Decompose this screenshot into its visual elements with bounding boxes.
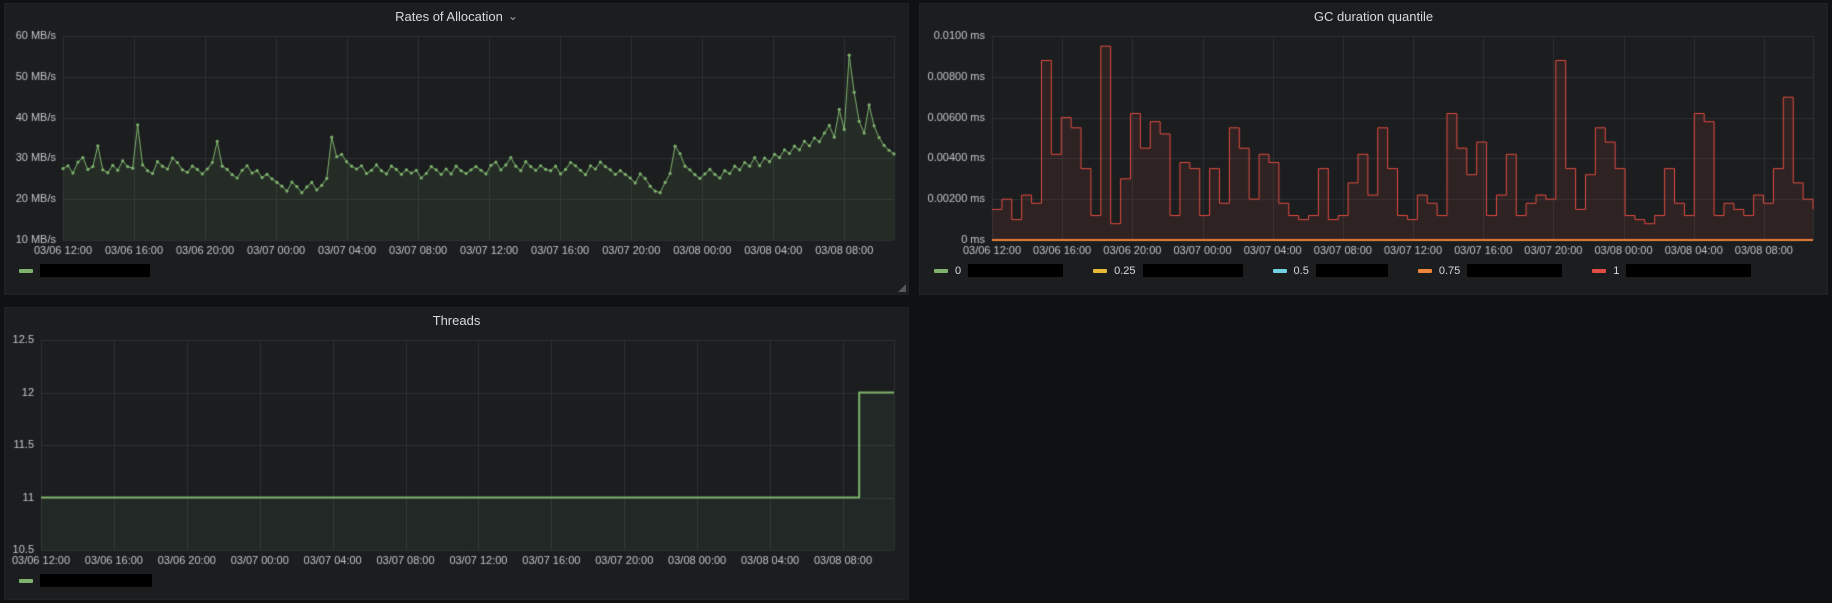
redacted-series-label (40, 574, 152, 587)
legend-item-quantile-0[interactable]: 0 (934, 264, 1064, 277)
allocation-rate-chart[interactable] (5, 28, 908, 260)
panel-menu-caret-icon[interactable]: ⌄ (507, 9, 518, 23)
gc-duration-chart[interactable] (920, 28, 1827, 260)
panel-rates-of-allocation: Rates of Allocation ⌄ (4, 3, 909, 295)
panel-threads: Threads (4, 307, 909, 600)
legend-item-quantile-025[interactable]: 0.25 (1093, 264, 1243, 277)
series-color-swatch (19, 578, 33, 583)
series-color-swatch (19, 268, 33, 273)
legend-label: 0.5 (1293, 264, 1309, 277)
legend-label: 0.25 (1114, 264, 1136, 277)
threads-legend (5, 570, 908, 587)
legend-item[interactable] (19, 574, 152, 587)
series-color-swatch (1592, 268, 1607, 273)
legend-item[interactable] (19, 264, 150, 277)
legend-item-quantile-075[interactable]: 0.75 (1417, 264, 1563, 277)
panel-resize-handle[interactable] (898, 284, 906, 292)
panel-gc-duration-quantile: GC duration quantile 0 0.25 0.5 0.75 (919, 3, 1828, 295)
allocation-legend (5, 260, 908, 277)
gc-legend: 0 0.25 0.5 0.75 1 (920, 260, 1827, 277)
legend-label: 0 (955, 264, 962, 277)
series-color-swatch (1417, 268, 1432, 273)
series-color-swatch (1093, 268, 1108, 273)
legend-label: 1 (1613, 264, 1620, 277)
redacted-series-label (1315, 264, 1388, 277)
redacted-series-label (1626, 264, 1752, 277)
legend-item-quantile-1[interactable]: 1 (1592, 264, 1752, 277)
legend-item-quantile-05[interactable]: 0.5 (1272, 264, 1388, 277)
threads-chart[interactable] (5, 332, 908, 570)
panel-title-text: GC duration quantile (1313, 8, 1434, 24)
series-color-swatch (1272, 268, 1287, 273)
redacted-series-label (1142, 264, 1243, 277)
panel-title-text: Rates of Allocation (395, 8, 503, 24)
series-color-swatch (934, 268, 948, 273)
panel-title-text: Threads (432, 312, 481, 328)
legend-label: 0.75 (1438, 264, 1461, 277)
redacted-series-label (968, 264, 1064, 277)
panel-title-gc-duration-quantile[interactable]: GC duration quantile (920, 4, 1827, 28)
panel-title-threads[interactable]: Threads (5, 308, 908, 332)
panel-title-rates-of-allocation[interactable]: Rates of Allocation ⌄ (5, 4, 908, 28)
redacted-series-label (40, 264, 150, 277)
redacted-series-label (1467, 264, 1563, 277)
